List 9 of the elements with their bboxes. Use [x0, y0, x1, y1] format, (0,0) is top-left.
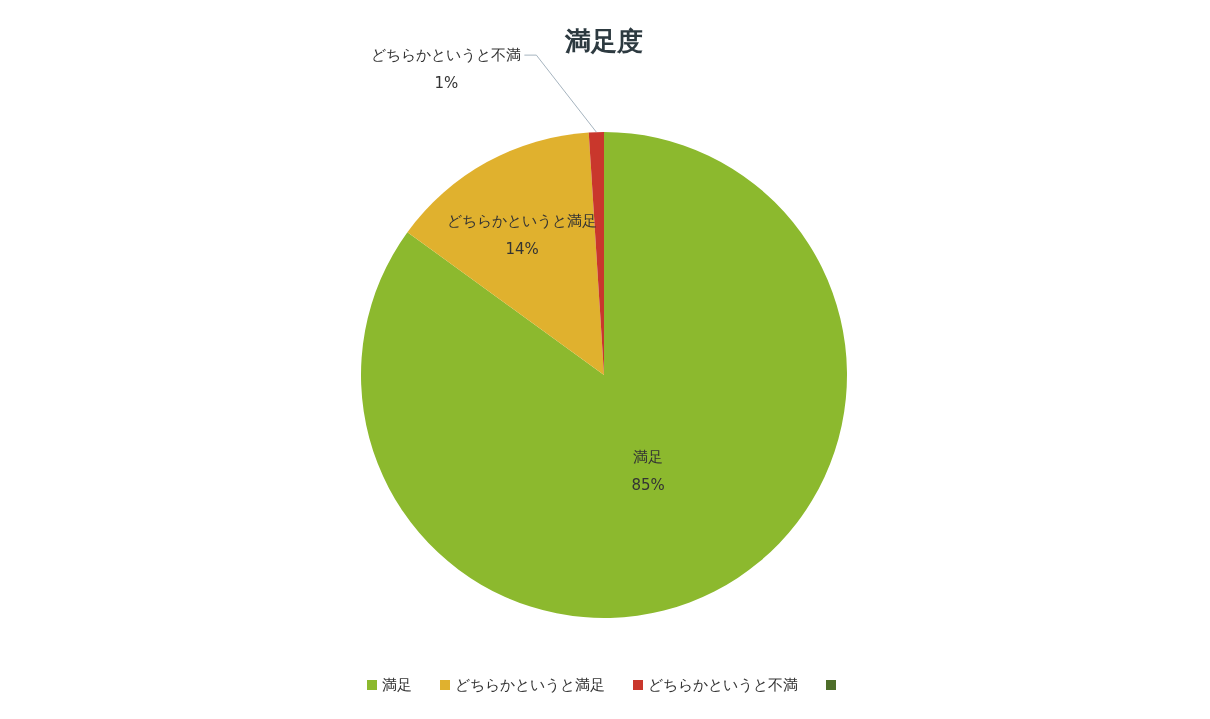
legend-label: どちらかというと満足 — [455, 676, 605, 694]
slice-label: 85% — [631, 475, 665, 494]
chart-title: 満足度 — [564, 26, 643, 56]
legend-label: どちらかというと不満 — [648, 676, 798, 694]
slice-label: 14% — [505, 239, 539, 258]
slice-label: どちらかというと不満 — [371, 46, 522, 65]
slice-label: 満足 — [633, 447, 664, 466]
slice-label: 1% — [434, 74, 459, 93]
legend-label: 満足 — [382, 676, 412, 694]
